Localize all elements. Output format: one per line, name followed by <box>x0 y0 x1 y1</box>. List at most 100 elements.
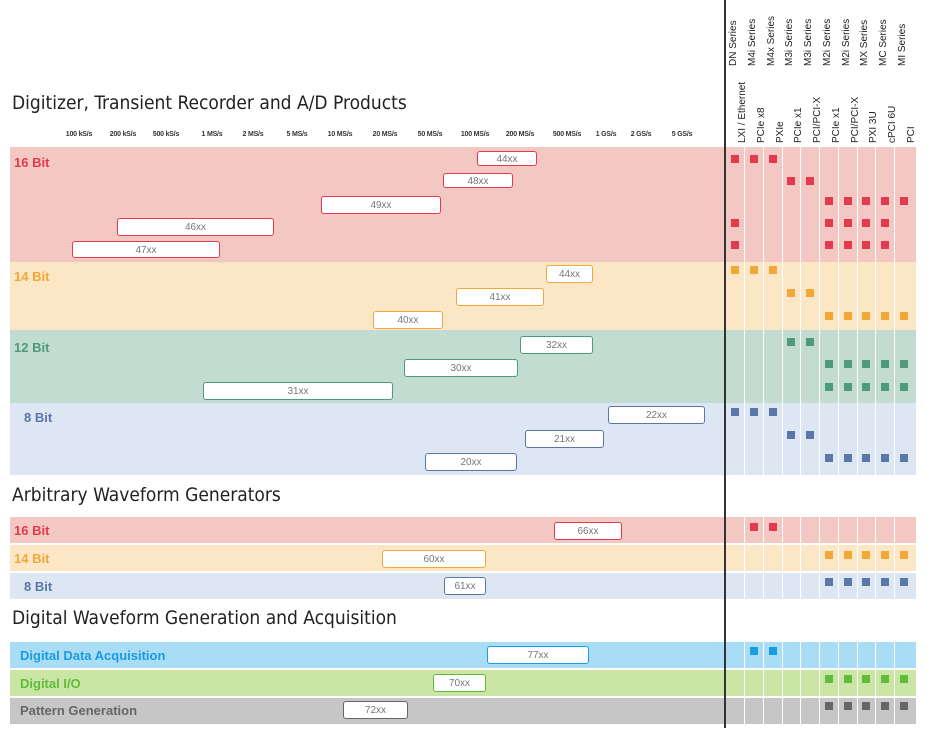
availability-marker <box>862 578 870 586</box>
availability-marker <box>825 551 833 559</box>
availability-marker <box>844 219 852 227</box>
column-bus-label: PCIe x1 <box>793 107 804 143</box>
column-separator <box>875 0 876 724</box>
availability-marker <box>806 338 814 346</box>
availability-marker <box>900 454 908 462</box>
section-title-awg: Arbitrary Waveform Generators <box>12 484 281 506</box>
column-separator <box>894 0 895 724</box>
availability-marker <box>844 383 852 391</box>
availability-marker <box>731 241 739 249</box>
column-bus-label: PCI <box>906 126 917 143</box>
product-72xx: 72xx <box>343 701 408 719</box>
availability-marker <box>900 312 908 320</box>
product-31xx: 31xx <box>203 382 393 400</box>
tick-label: 200 MS/s <box>505 131 535 138</box>
product-77xx: 77xx <box>487 646 589 664</box>
availability-marker <box>844 551 852 559</box>
availability-marker <box>787 431 795 439</box>
product-32xx: 32xx <box>520 336 593 354</box>
availability-marker <box>806 431 814 439</box>
availability-marker <box>881 702 889 710</box>
product-41xx: 41xx <box>456 288 544 306</box>
column-series-label: DN Series <box>728 20 739 66</box>
availability-marker <box>862 360 870 368</box>
availability-marker <box>881 454 889 462</box>
column-series-label: MI Series <box>897 23 908 66</box>
tick-label: 1 GS/s <box>595 131 617 138</box>
product-49xx: 49xx <box>321 196 441 214</box>
availability-marker <box>825 702 833 710</box>
tick-label: 2 GS/s <box>630 131 652 138</box>
column-bus-label: PXIe <box>775 121 786 143</box>
column-series-label: MC Series <box>878 19 889 66</box>
availability-marker <box>844 312 852 320</box>
availability-marker <box>862 241 870 249</box>
row-label-awg-8bit: 8 Bit <box>24 579 53 594</box>
column-bus-label: PCIe x1 <box>831 107 842 143</box>
availability-marker <box>900 578 908 586</box>
availability-marker <box>900 551 908 559</box>
tick-label: 100 kS/s <box>65 131 93 138</box>
column-bus-label: PCI/PCI-X <box>850 96 861 143</box>
availability-marker <box>750 266 758 274</box>
column-series-label: MX Series <box>859 19 870 66</box>
availability-marker <box>862 675 870 683</box>
column-bus-label: cPCI 6U <box>887 105 898 143</box>
availability-marker <box>862 702 870 710</box>
availability-marker <box>881 241 889 249</box>
availability-marker <box>900 675 908 683</box>
availability-marker <box>844 454 852 462</box>
tick-label: 5 MS/s <box>286 131 308 138</box>
band-dda <box>10 642 916 668</box>
row-label-awg-14bit: 14 Bit <box>14 551 50 566</box>
availability-marker <box>881 551 889 559</box>
column-series-label: M3i Series <box>784 18 795 66</box>
availability-marker <box>862 219 870 227</box>
product-47xx: 47xx <box>72 241 220 258</box>
tick-label: 100 MS/s <box>460 131 490 138</box>
availability-marker <box>787 289 795 297</box>
availability-marker <box>769 523 777 531</box>
section-title-digital: Digital Waveform Generation and Acquisit… <box>12 607 397 629</box>
product-21xx: 21xx <box>525 430 604 448</box>
availability-marker <box>787 177 795 185</box>
availability-marker <box>844 675 852 683</box>
availability-marker <box>825 360 833 368</box>
column-separator <box>819 0 820 724</box>
availability-marker <box>825 383 833 391</box>
tick-label: 1 MS/s <box>201 131 223 138</box>
availability-marker <box>900 360 908 368</box>
section-title-digitizer: Digitizer, Transient Recorder and A/D Pr… <box>12 92 407 114</box>
availability-marker <box>881 197 889 205</box>
row-label-dig-14bit: 14 Bit <box>14 269 50 284</box>
availability-marker <box>881 675 889 683</box>
product-44xx-16bit: 44xx <box>477 151 537 166</box>
availability-marker <box>881 383 889 391</box>
availability-marker <box>900 197 908 205</box>
availability-marker <box>825 219 833 227</box>
availability-marker <box>862 197 870 205</box>
column-separator <box>857 0 858 724</box>
availability-marker <box>806 177 814 185</box>
tick-label: 5 GS/s <box>671 131 693 138</box>
availability-marker <box>769 408 777 416</box>
tick-label: 500 kS/s <box>152 131 180 138</box>
availability-marker <box>825 675 833 683</box>
band-awg-16bit <box>10 517 916 543</box>
divider-line <box>724 0 726 728</box>
availability-marker <box>731 266 739 274</box>
product-22xx: 22xx <box>608 406 705 424</box>
availability-marker <box>844 578 852 586</box>
column-series-label: M2i Series <box>841 18 852 66</box>
product-48xx: 48xx <box>443 173 513 188</box>
availability-marker <box>825 241 833 249</box>
column-separator <box>838 0 839 724</box>
availability-marker <box>769 647 777 655</box>
availability-marker <box>881 312 889 320</box>
product-40xx: 40xx <box>373 311 443 329</box>
availability-marker <box>881 360 889 368</box>
availability-marker <box>750 523 758 531</box>
product-20xx: 20xx <box>425 453 517 471</box>
availability-marker <box>750 647 758 655</box>
row-label-pattern-generation: Pattern Generation <box>20 703 138 718</box>
